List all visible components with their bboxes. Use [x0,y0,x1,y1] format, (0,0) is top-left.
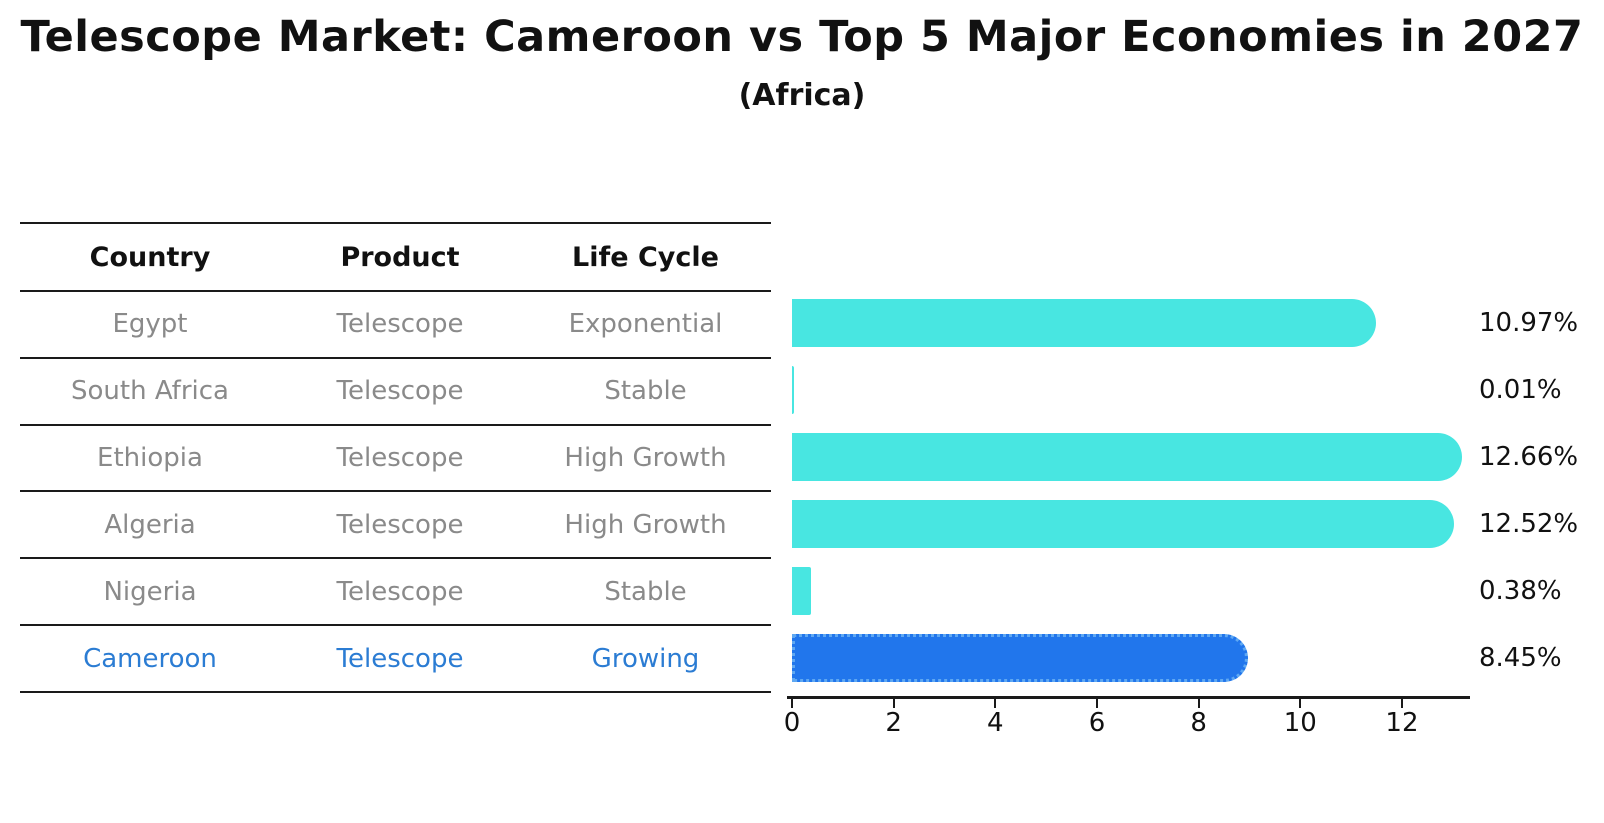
bar-egypt [792,299,1376,348]
x-axis-tick-label: 2 [885,708,902,738]
x-axis-tick [1400,698,1403,708]
cell-life-cycle: Growing [591,643,700,674]
cell-product: Telescope [336,443,464,474]
cell-life-cycle: Exponential [568,309,723,340]
bar-value-label: 0.38% [1479,575,1562,606]
table-row: Ethiopia Telescope High Growth [20,426,771,493]
bar-value-label: 12.52% [1479,508,1579,539]
header-cell-life-cycle: Life Cycle [572,241,719,273]
bar-chart-plot-area [792,290,1482,691]
table-row: Nigeria Telescope Stable [20,559,771,627]
table-row: South Africa Telescope Stable [20,359,771,426]
cell-life-cycle: High Growth [564,509,727,540]
x-axis-tick [1095,698,1098,708]
page-subtitle: (Africa) [738,78,866,113]
cell-country: South Africa [71,376,229,407]
data-table: Country Product Life Cycle Egypt Telescop… [20,222,771,693]
x-axis-tick-label: 6 [1088,708,1106,738]
table-row: Cameroon Telescope Growing [20,626,771,693]
bar-value-label: 12.66% [1479,442,1579,473]
table-body: Egypt Telescope Exponential South Africa Tel… [20,292,771,693]
cell-country: Nigeria [103,576,197,607]
cell-country: Egypt [112,309,188,340]
x-axis-tick [994,698,997,708]
x-axis-tick [791,698,793,708]
x-axis-tick [1299,698,1302,708]
bar-algeria [792,499,1455,548]
cell-product: Telescope [336,643,464,674]
cell-country: Algeria [104,509,196,540]
x-axis-line [787,696,1470,699]
x-axis-tick-label: 8 [1190,708,1207,738]
x-axis-tick-label: 4 [987,708,1004,738]
bar-value-label: 0.01% [1479,375,1562,406]
x-axis-tick [892,698,895,708]
table-header-row: Country Product Life Cycle [20,222,771,292]
cell-life-cycle: High Growth [564,443,727,474]
highlight-bar-cameroon [792,633,1248,682]
page-title: Telescope Market: Cameroon vs Top 5 Majo… [20,12,1584,62]
cell-country: Ethiopia [97,443,203,474]
cell-life-cycle: Stable [604,576,687,607]
header-cell-country: Country [89,241,211,273]
cell-product: Telescope [336,376,464,407]
bar-nigeria [792,566,812,615]
header-cell-product: Product [340,241,460,273]
bar-value-label: 10.97% [1479,308,1579,339]
bar-south-africa [792,366,794,415]
x-axis-tick-label: 12 [1385,708,1419,738]
x-axis-tick-label: 10 [1283,708,1317,738]
x-axis-tick-label: 0 [783,708,801,738]
bar-value-label: 8.45% [1479,642,1562,673]
cell-product: Telescope [336,309,464,340]
cell-product: Telescope [336,576,464,607]
bar-ethiopia [792,433,1462,482]
table-row: Algeria Telescope High Growth [20,492,771,560]
table-row: Egypt Telescope Exponential [20,292,771,359]
cell-life-cycle: Stable [604,376,687,407]
cell-product: Telescope [336,509,464,540]
cell-country: Cameroon [83,643,217,674]
x-axis-tick [1197,698,1200,708]
